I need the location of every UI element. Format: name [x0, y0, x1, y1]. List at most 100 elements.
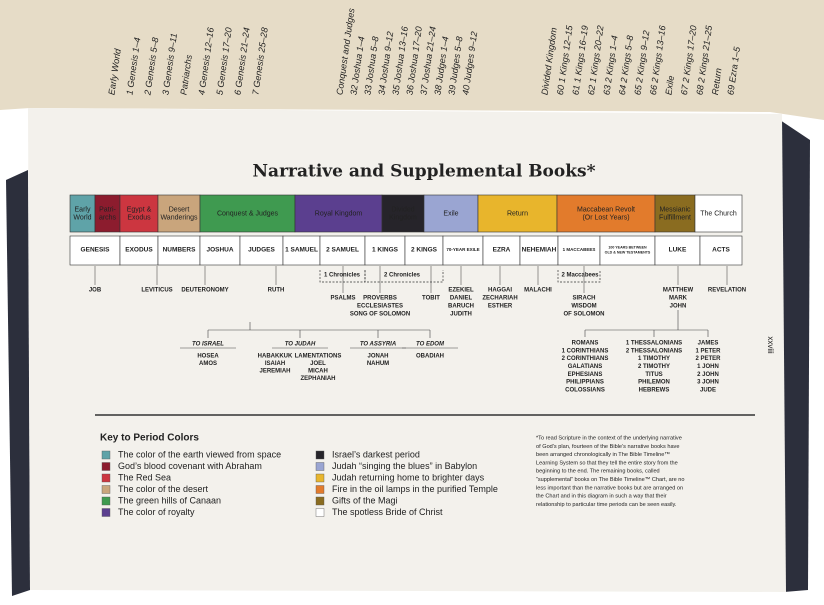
- footnote-line: beginning to the end. The remaining book…: [536, 469, 660, 475]
- book-label: 70-YEAR EXILE: [446, 247, 479, 252]
- supplemental-book: PROVERBS: [363, 296, 397, 302]
- page-number: xxviii: [766, 336, 775, 354]
- prophet-book: ISAIAH: [265, 361, 285, 367]
- prophet-book: JONAH: [367, 354, 388, 360]
- prophet-book: HOSEA: [197, 354, 219, 360]
- bracket: [319, 270, 366, 283]
- footnote-line: relationship to particular time periods …: [536, 502, 677, 508]
- book-cover-right: [780, 120, 810, 592]
- supplemental-book: EZEKIEL: [448, 288, 474, 294]
- period-cell: [157, 194, 201, 233]
- book-label: GENESIS: [81, 247, 111, 254]
- epistle-book: JAMES: [698, 341, 719, 347]
- book-cell: [599, 235, 656, 266]
- period-cell: [423, 194, 479, 233]
- epistle-book: 1 TIMOTHY: [638, 356, 670, 362]
- bracket-label: 1 Chronicles: [324, 273, 361, 279]
- key-label: Israel’s darkest period: [332, 449, 420, 459]
- footnote-line: of God’s plan, fourteen of the Bible’s n…: [536, 444, 679, 450]
- supplemental-book: DANIEL: [450, 296, 473, 302]
- period-label: (Or Lost Years): [582, 214, 629, 221]
- book-cell: [482, 235, 521, 266]
- book-label: ACTS: [712, 247, 730, 254]
- period-cell: [477, 194, 558, 233]
- epistle-book: 1 PETER: [695, 348, 721, 354]
- connector: [208, 322, 430, 331]
- period-label: Messianic: [659, 206, 691, 213]
- supplemental-book: PSALMS: [330, 296, 355, 302]
- period-label: Early: [75, 206, 91, 213]
- key-swatch: [315, 485, 325, 494]
- prophet-heading: TO ISRAEL: [192, 342, 224, 348]
- supplemental-book: JOB: [89, 288, 102, 294]
- book-label: 2 KINGS: [411, 247, 438, 254]
- supplemental-book: DEUTERONOMY: [181, 288, 228, 294]
- bracket: [364, 270, 444, 283]
- supplemental-book: REVELATION: [708, 288, 746, 294]
- period-label: Exodus: [127, 214, 151, 221]
- prophet-heading: TO JUDAH: [285, 342, 316, 348]
- key-swatch: [315, 496, 325, 506]
- prophet-book: JOEL: [310, 361, 326, 367]
- epistle-book: HEBREWS: [639, 387, 670, 393]
- supplemental-book: WISDOM: [571, 304, 596, 310]
- book-cell: [557, 235, 601, 266]
- epistle-book: 2 PETER: [695, 356, 721, 362]
- supplemental-book: SIRACH: [572, 296, 595, 302]
- epistle-book: GALATIANS: [568, 364, 603, 370]
- period-label: Wanderings: [160, 214, 198, 221]
- footnote-line: less important than the narrative books …: [536, 485, 683, 491]
- key-label: The color of the earth viewed from space: [118, 449, 281, 459]
- epistle-book: 2 JOHN: [697, 372, 719, 378]
- prophet-heading: TO EDOM: [416, 342, 445, 348]
- key-label: God’s blood covenant with Abraham: [118, 461, 262, 471]
- top-page: [0, 0, 824, 120]
- book-cell: [157, 235, 201, 266]
- key-swatch: [101, 508, 111, 517]
- supplemental-book: MARK: [669, 296, 688, 302]
- period-label: Patri-: [99, 206, 116, 213]
- epistle-book: PHILEMON: [638, 380, 670, 386]
- book-cell: [319, 235, 366, 266]
- prophet-book: ZEPHANIAH: [300, 376, 335, 382]
- epistle-book: 1 JOHN: [697, 364, 719, 370]
- epistle-book: ROMANS: [572, 341, 599, 347]
- period-cell: [556, 194, 656, 233]
- epistle-book: 2 CORINTHIANS: [562, 356, 609, 362]
- period-label: archs: [99, 214, 117, 221]
- book-label: LUKE: [669, 247, 687, 254]
- supplemental-book: BARUCH: [448, 304, 474, 310]
- prophet-book: OBADIAH: [416, 354, 444, 360]
- footnote-line: Learning System so that they tell the en…: [536, 460, 678, 466]
- book-cell: [519, 235, 559, 266]
- key-label: The spotless Bride of Christ: [332, 507, 443, 517]
- supplemental-book: JUDITH: [450, 312, 472, 318]
- period-cell: [69, 194, 96, 233]
- key-swatch: [315, 508, 325, 517]
- title: Narrative and Supplemental Books*: [253, 162, 596, 182]
- book-label: JUDGES: [248, 247, 275, 254]
- key-label: Fire in the oil lamps in the purified Te…: [332, 484, 498, 494]
- key-label: Judah “singing the blues” in Babylon: [332, 461, 477, 471]
- epistle-book: 1 THESSALONIANS: [626, 341, 682, 347]
- supplemental-book: ECCLESIASTES: [357, 304, 403, 310]
- book-cell: [239, 235, 284, 266]
- book-cell: [119, 235, 159, 266]
- period-label: Egypt &: [127, 206, 152, 213]
- bracket-label: 2 Maccabees: [561, 273, 599, 279]
- epistle-book: EPHESIANS: [568, 372, 603, 378]
- period-label: World: [73, 214, 91, 221]
- supplemental-book: MALACHI: [524, 288, 552, 294]
- epistle-book: JUDE: [700, 387, 716, 393]
- period-label: The Church: [700, 210, 737, 217]
- epistle-book: TITUS: [645, 372, 662, 378]
- book-cell: [282, 235, 321, 266]
- prophet-book: HABAKKUK: [258, 354, 293, 360]
- book-label: 1 MACCABEES: [563, 247, 596, 252]
- period-label: Kingdom: [389, 214, 417, 221]
- key-heading: Key to Period Colors: [100, 433, 199, 444]
- epistle-book: 1 CORINTHIANS: [562, 348, 609, 354]
- period-label: Desert: [169, 206, 190, 213]
- epistle-book: 2 TIMOTHY: [638, 364, 670, 370]
- prophet-book: LAMENTATIONS: [295, 354, 342, 360]
